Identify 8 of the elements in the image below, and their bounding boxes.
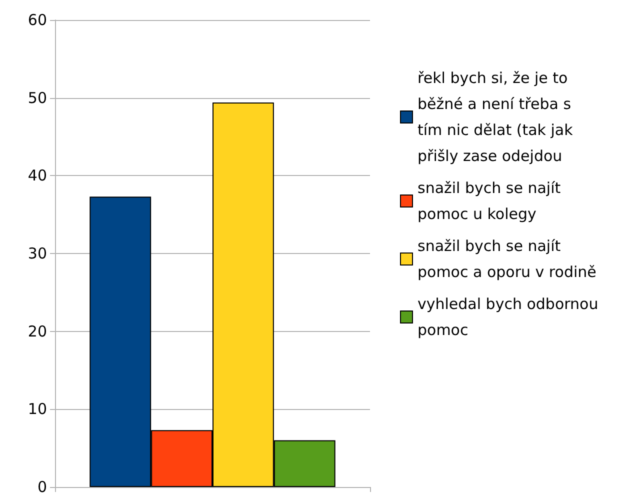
- y-tick-label: 20: [28, 322, 47, 340]
- legend-label: vyhledal bych odbornou pomoc: [418, 295, 603, 339]
- y-tick-label: 0: [37, 478, 47, 495]
- y-tick-label: 60: [28, 11, 47, 29]
- y-tick-label: 30: [28, 244, 47, 262]
- y-tick-label: 50: [28, 88, 47, 107]
- y-tick-label: 40: [28, 166, 47, 185]
- y-tick-label: 10: [28, 400, 47, 418]
